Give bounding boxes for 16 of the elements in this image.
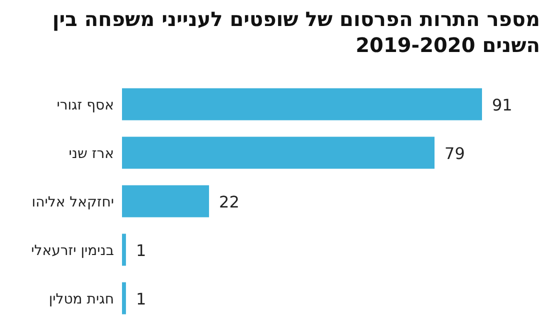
bar xyxy=(122,234,126,266)
bar xyxy=(122,282,126,314)
y-tick-label: ארז שני xyxy=(68,146,114,162)
y-tick-label: אסף זגורי xyxy=(56,97,114,114)
chart-title: מספר התרות הפרסום של שופטים לענייני משפחה בין השנים 2019-2020 xyxy=(51,6,540,58)
data-label: 22 xyxy=(219,192,240,212)
y-tick-label: חגית מטלין xyxy=(48,291,114,308)
y-tick-label: בנימין יזרעאלי xyxy=(31,242,114,259)
bar xyxy=(122,136,435,169)
data-label: 79 xyxy=(444,144,465,163)
data-label: 1 xyxy=(136,289,146,308)
bar xyxy=(122,88,482,120)
data-label: 1 xyxy=(136,240,146,260)
bar xyxy=(122,185,210,218)
data-label: 91 xyxy=(492,95,512,114)
y-tick-label: יחזקאל אליהו xyxy=(32,194,114,210)
